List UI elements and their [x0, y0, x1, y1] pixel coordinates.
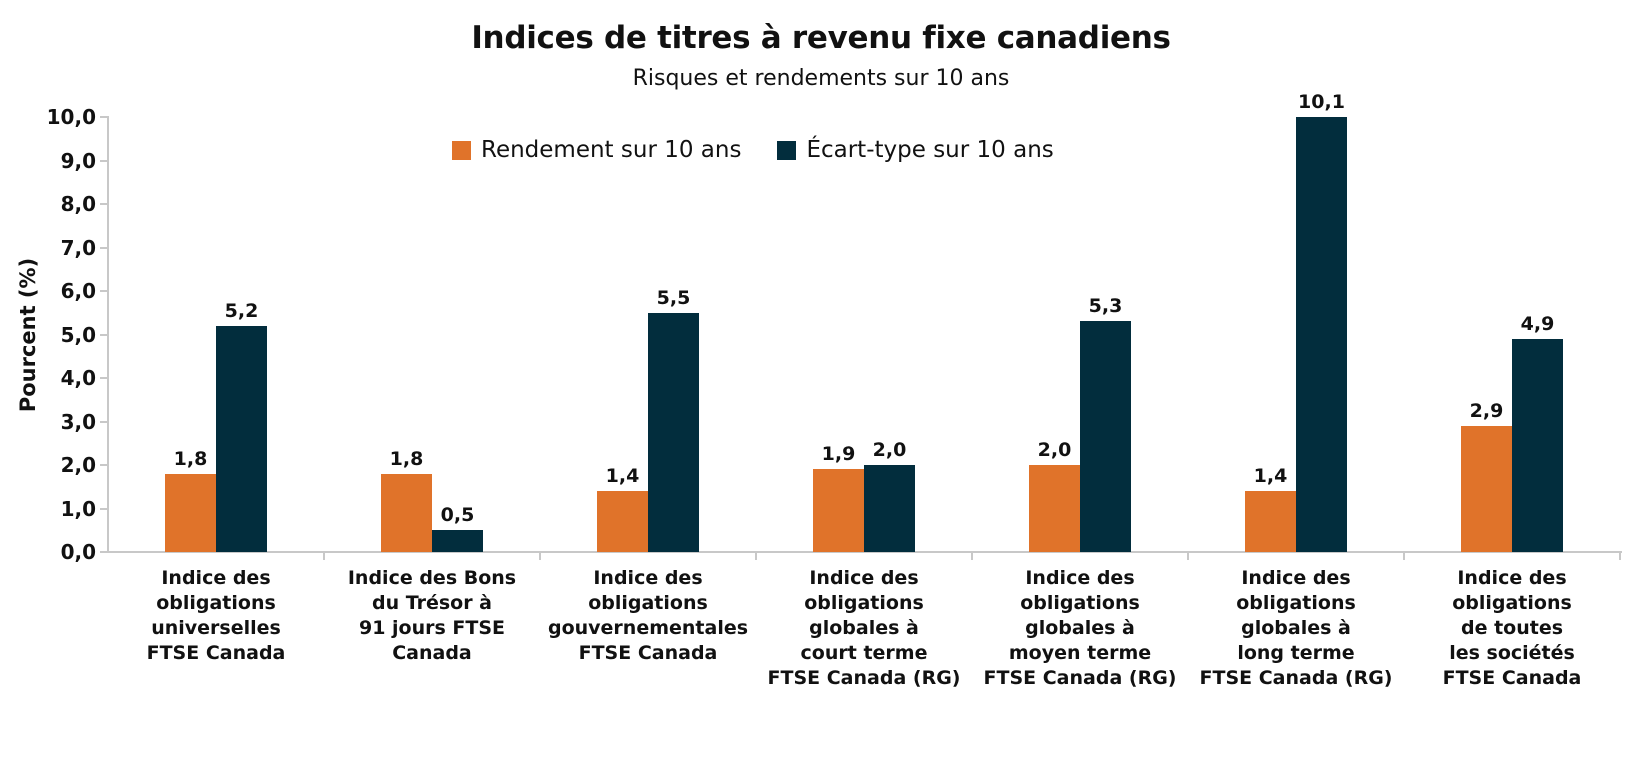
bar-return	[813, 469, 864, 552]
x-category-label: Indice des obligations universelles FTSE Ca…	[146, 567, 286, 664]
y-tick-label: 6,0	[60, 279, 96, 303]
y-tick-label: 10,0	[46, 105, 96, 129]
x-axis	[107, 551, 1622, 553]
x-category-label: Indice des obligations globales à court ter…	[767, 567, 961, 689]
x-category-label: Indice des obligations de toutes les sociét…	[1442, 567, 1582, 689]
y-tick-mark	[100, 551, 108, 553]
y-tick-mark	[100, 377, 108, 379]
legend-swatch-stddev	[777, 140, 797, 160]
y-tick-mark	[100, 290, 108, 292]
y-tick-mark	[100, 159, 108, 162]
y-tick-label: 5,0	[60, 322, 96, 347]
chart-subtitle: Risques et rendements sur 10 ans	[632, 66, 1010, 91]
y-tick-label: 7,0	[60, 235, 96, 260]
y-tick-mark	[100, 203, 108, 205]
bar-return	[381, 473, 432, 552]
bar-stddev	[648, 312, 699, 552]
y-tick-label: 1,0	[60, 496, 96, 521]
x-category-label: Indice des obligations globales à long term…	[1199, 567, 1393, 689]
bar-stddev	[1296, 117, 1347, 552]
bar-value-label: 2,9	[1469, 399, 1504, 422]
bar-return	[1245, 491, 1296, 552]
legend-label-return: Rendement sur 10 ans	[481, 137, 742, 163]
bar-value-label: 4,9	[1520, 312, 1555, 335]
y-tick-label: 9,0	[60, 148, 96, 173]
bar-stddev	[1512, 338, 1563, 552]
y-tick-mark	[100, 333, 108, 336]
legend-item-return: Rendement sur 10 ans	[452, 137, 741, 163]
y-tick-mark	[100, 420, 108, 423]
y-tick-mark	[100, 116, 108, 118]
y-tick-mark	[100, 464, 108, 466]
legend-item-stddev: Écart-type sur 10 ans	[777, 137, 1054, 163]
bar-value-label: 1,9	[821, 443, 856, 466]
x-tick-mark	[755, 551, 757, 560]
x-tick-mark	[1403, 551, 1405, 560]
bar-stddev	[432, 530, 483, 552]
bar-value-label: 5,3	[1088, 295, 1123, 318]
bar-return	[597, 491, 648, 552]
x-tick-mark	[1187, 551, 1189, 560]
y-tick-label: 3,0	[60, 409, 96, 434]
legend-label-stddev: Écart-type sur 10 ans	[806, 137, 1054, 163]
bar-stddev	[864, 465, 915, 552]
bar-value-label: 5,2	[224, 299, 259, 322]
x-category-label: Indice des Bons du Trésor à 91 jours FTSE C…	[347, 567, 517, 664]
bar-stddev	[216, 325, 267, 552]
bar-value-label: 1,4	[605, 465, 640, 488]
y-tick-label: 0,0	[60, 540, 96, 564]
bar-value-label: 5,5	[656, 286, 691, 309]
bar-stddev	[1080, 321, 1131, 552]
bar-value-label: 2,0	[872, 439, 907, 461]
bar-value-label: 1,8	[389, 447, 424, 470]
bar-value-label: 1,4	[1253, 465, 1288, 488]
x-category-label: Indice des obligations gouvernementales FTS…	[547, 567, 749, 664]
legend: Rendement sur 10 ans Écart-type sur 10 a…	[452, 137, 1090, 163]
y-tick-label: 8,0	[60, 192, 96, 216]
bar-value-label: 1,8	[173, 447, 208, 470]
x-tick-mark	[539, 551, 541, 560]
y-axis	[107, 116, 109, 553]
x-category-label: Indice des obligations globales à moyen ter…	[983, 567, 1177, 689]
legend-swatch-return	[452, 140, 471, 160]
y-tick-mark	[100, 507, 108, 510]
bar-value-label: 2,0	[1037, 439, 1072, 461]
bar-return	[165, 473, 216, 552]
bar-return	[1029, 465, 1080, 552]
bar-return	[1461, 425, 1512, 552]
x-tick-mark	[323, 551, 325, 560]
y-tick-label: 2,0	[60, 453, 96, 477]
chart-title: Indices de titres à revenu fixe canadien…	[471, 20, 1171, 56]
x-tick-mark	[971, 551, 973, 560]
bar-value-label: 10,1	[1298, 91, 1345, 113]
y-tick-mark	[100, 246, 108, 249]
y-tick-label: 4,0	[60, 366, 96, 390]
x-tick-mark	[1619, 551, 1621, 560]
bar-value-label: 0,5	[440, 504, 475, 527]
